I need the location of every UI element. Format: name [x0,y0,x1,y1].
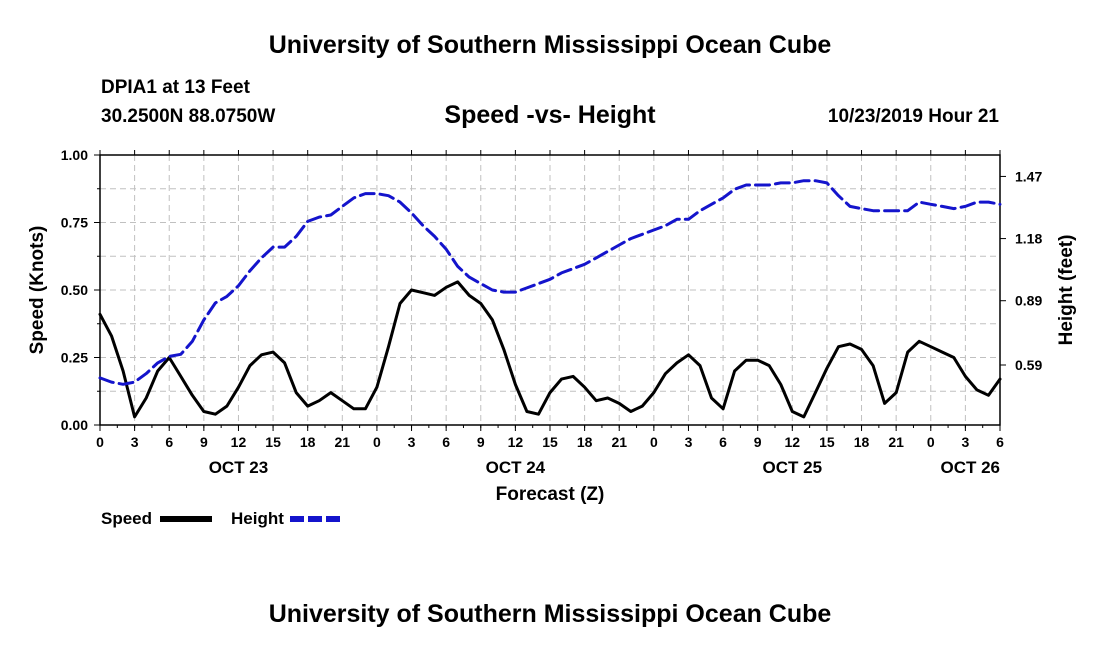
date-label: OCT 23 [209,458,269,477]
legend-height-swatch [290,516,342,522]
legend-speed-label: Speed [101,509,153,528]
y2-axis-title: Height (feet) [1056,235,1077,346]
x-tick-label: 15 [542,434,558,450]
chart-header-title: University of Southern Mississippi Ocean… [268,31,832,59]
x-tick-label: 12 [508,434,524,450]
series-group [98,179,1002,419]
y-tick-label: 0.25 [61,350,88,366]
x-tick-label: 9 [754,434,762,450]
footer-title: University of Southern Mississippi Ocean… [268,600,832,628]
axes [94,150,1006,431]
series-line-speed [98,280,1002,419]
x-tick-label: 21 [611,434,627,450]
axis-labels: 0 3 6 9 12 15 18 21 0 3 6 9 12 15 18 21 0 3 6 9 12 15 18 21 0 3 6 O… [27,147,1077,505]
x-tick-label: 15 [819,434,835,450]
y2-tick-label: 1.18 [1015,231,1042,247]
x-tick-label: 12 [785,434,801,450]
location-label: 30.2500N 88.0750W [101,106,276,127]
y-tick-label: 0.75 [61,215,88,231]
date-label: OCT 25 [763,458,823,477]
x-tick-label: 9 [477,434,485,450]
y2-tick-label: 0.59 [1015,357,1042,373]
date-label: OCT 26 [940,458,1000,477]
datetime-label: 10/23/2019 Hour 21 [827,106,999,127]
x-tick-label: 6 [165,434,173,450]
y2-tick-label: 0.89 [1015,293,1042,309]
x-tick-label: 18 [300,434,316,450]
y-tick-label: 1.00 [61,147,88,163]
x-tick-label: 6 [442,434,450,450]
x-tick-label: 12 [231,434,247,450]
date-label: OCT 24 [486,458,546,477]
station-label: DPIA1 at 13 Feet [101,77,250,98]
x-tick-label: 3 [961,434,969,450]
speed-height-chart: 0 3 6 9 12 15 18 21 0 3 6 9 12 15 18 21 0 3 6 9 12 15 18 21 0 3 6 O… [27,147,1077,505]
x-tick-label: 6 [996,434,1004,450]
x-tick-label: 9 [200,434,208,450]
x-tick-label: 0 [373,434,381,450]
x-tick-label: 15 [265,434,281,450]
y-tick-label: 0.50 [61,282,88,298]
x-tick-label: 0 [650,434,658,450]
x-tick-label: 3 [131,434,139,450]
x-axis-title: Forecast (Z) [496,484,605,505]
y2-tick-label: 1.47 [1015,168,1042,184]
series-line-height [98,179,1002,386]
x-tick-label: 6 [719,434,727,450]
x-tick-label: 3 [408,434,416,450]
x-tick-label: 21 [335,434,351,450]
x-tick-label: 0 [927,434,935,450]
chart-title: Speed -vs- Height [444,101,656,129]
legend-speed-swatch [160,516,212,522]
x-tick-label: 18 [577,434,593,450]
x-tick-label: 0 [96,434,104,450]
legend-height-label: Height [231,509,284,528]
grid-lines [100,155,1000,425]
x-tick-label: 18 [854,434,870,450]
x-tick-label: 3 [685,434,693,450]
x-tick-label: 21 [888,434,904,450]
y-tick-label: 0.00 [61,417,88,433]
y-axis-title: Speed (Knots) [27,226,48,355]
